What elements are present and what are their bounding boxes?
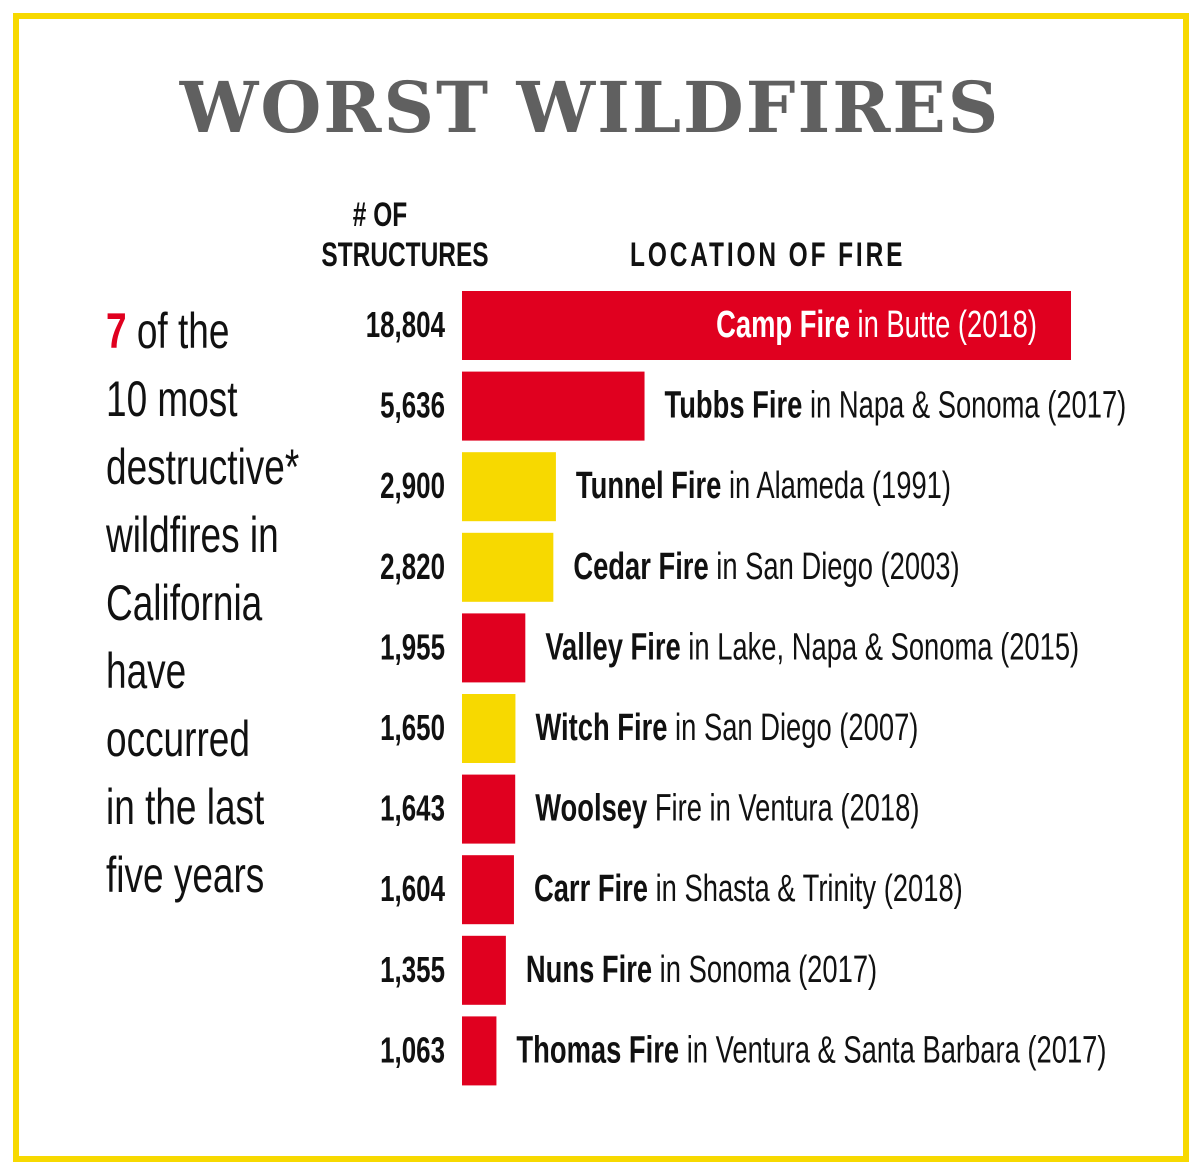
fire-name: Witch Fire: [535, 707, 667, 749]
side-note-text: have: [106, 644, 186, 700]
fire-label: Tubbs Fire in Napa & Sonoma (2017): [665, 384, 1127, 426]
side-note-text: 10 most: [106, 372, 238, 428]
fire-label: Witch Fire in San Diego (2007): [535, 707, 918, 749]
side-note-text: wildfires in: [105, 508, 279, 564]
bar: [462, 371, 645, 441]
side-note-line: destructive*: [106, 440, 299, 496]
side-note-text: occurred: [106, 712, 250, 768]
fire-label: Nuns Fire in Sonoma (2017): [526, 949, 877, 991]
bar-row: 1,955 Valley Fire in Lake, Napa & Sonoma …: [380, 613, 1079, 683]
bar: [462, 452, 556, 522]
fire-location: in Butte (2018): [850, 304, 1037, 346]
value-label: 2,820: [380, 547, 445, 587]
bar-row: 2,820 Cedar Fire in San Diego (2003): [380, 532, 960, 602]
chart-title: WORST WILDFIRES: [179, 66, 1001, 149]
fire-label: Valley Fire in Lake, Napa & Sonoma (2015…: [545, 626, 1079, 668]
side-note-text: in the last: [106, 780, 264, 836]
side-note-line: California: [106, 576, 263, 632]
bar: [462, 935, 506, 1005]
fire-location: in Lake, Napa & Sonoma (2015): [681, 626, 1079, 668]
fire-name: Carr Fire: [534, 868, 648, 910]
value-label: 1,643: [380, 788, 445, 828]
fire-location: in Napa & Sonoma (2017): [802, 384, 1126, 426]
side-note-text: destructive*: [106, 440, 299, 496]
value-label: 1,955: [380, 627, 445, 667]
fire-name: Nuns Fire: [526, 949, 652, 991]
bar-row: 1,650 Witch Fire in San Diego (2007): [380, 694, 918, 763]
bar: [462, 694, 516, 763]
value-label: 5,636: [380, 385, 445, 425]
fire-location: in San Diego (2003): [709, 546, 960, 588]
bar: [462, 855, 514, 925]
bar-row: 5,636 Tubbs Fire in Napa & Sonoma (2017): [380, 371, 1127, 441]
bars-group: 18,804 Camp Fire in Butte (2018) 5,636 Tubb…: [366, 291, 1127, 1086]
side-note-line: wildfires in: [105, 508, 279, 564]
fire-label: Thomas Fire in Ventura & Santa Barbara (…: [516, 1029, 1106, 1071]
side-note-line: in the last: [106, 780, 264, 836]
fire-name: Tunnel Fire: [576, 465, 721, 507]
bar-row: 1,063 Thomas Fire in Ventura & Santa Barb…: [380, 1016, 1107, 1086]
fire-name: Woolsey: [535, 787, 647, 829]
value-label: 1,650: [380, 708, 445, 748]
bar-row: 18,804 Camp Fire in Butte (2018): [366, 291, 1071, 360]
side-note-text: California: [106, 576, 263, 632]
highlight-count: 7: [106, 304, 127, 360]
value-label: 2,900: [380, 466, 445, 506]
side-note-line: 7 of the: [106, 304, 229, 360]
bar-row: 1,604 Carr Fire in Shasta & Trinity (2018…: [380, 855, 963, 925]
fire-label: Cedar Fire in San Diego (2003): [573, 546, 959, 588]
bar: [462, 774, 516, 844]
bar: [462, 1016, 497, 1086]
side-note-text: of the: [127, 304, 230, 360]
bar-row: 2,900 Tunnel Fire in Alameda (1991): [380, 452, 951, 522]
fire-name: Thomas Fire: [516, 1029, 679, 1071]
bar: [462, 532, 554, 602]
side-note-line: have: [106, 644, 186, 700]
value-label: 1,355: [380, 950, 445, 990]
frame-border: [13, 13, 1189, 1162]
fire-location: in San Diego (2007): [667, 707, 918, 749]
side-note-line: occurred: [106, 712, 250, 768]
bar: [462, 613, 526, 683]
fire-name: Valley Fire: [545, 626, 680, 668]
value-header-line2: STRUCTURES: [321, 236, 488, 274]
fire-location: in Ventura & Santa Barbara (2017): [679, 1029, 1106, 1071]
bar-row: 1,355 Nuns Fire in Sonoma (2017): [380, 935, 877, 1005]
side-note-line: 10 most: [106, 372, 238, 428]
side-note-line: five years: [106, 848, 264, 904]
fire-label: Camp Fire in Butte (2018): [716, 304, 1037, 346]
bar-row: 1,643 Woolsey Fire in Ventura (2018): [380, 774, 919, 844]
bar: [462, 291, 1071, 360]
side-note-text: five years: [106, 848, 264, 904]
fire-location: Fire in Ventura (2018): [647, 787, 919, 829]
value-header-line1: # OF: [353, 196, 407, 234]
fire-label: Woolsey Fire in Ventura (2018): [535, 787, 919, 829]
fire-name: Cedar Fire: [573, 546, 708, 588]
fire-location: in Shasta & Trinity (2018): [648, 868, 963, 910]
fire-name: Camp Fire: [716, 304, 850, 346]
value-label: 1,063: [380, 1030, 445, 1070]
side-note: 7 of the 10 most destructive* wildfires in C…: [105, 304, 299, 904]
fire-location: in Sonoma (2017): [652, 949, 877, 991]
fire-label: Tunnel Fire in Alameda (1991): [576, 465, 951, 507]
value-label: 1,604: [380, 869, 445, 909]
fire-label: Carr Fire in Shasta & Trinity (2018): [534, 868, 963, 910]
fire-location: in Alameda (1991): [721, 465, 951, 507]
value-label: 18,804: [366, 305, 446, 345]
fire-name: Tubbs Fire: [665, 384, 803, 426]
label-header: LOCATION OF FIRE: [630, 236, 905, 274]
